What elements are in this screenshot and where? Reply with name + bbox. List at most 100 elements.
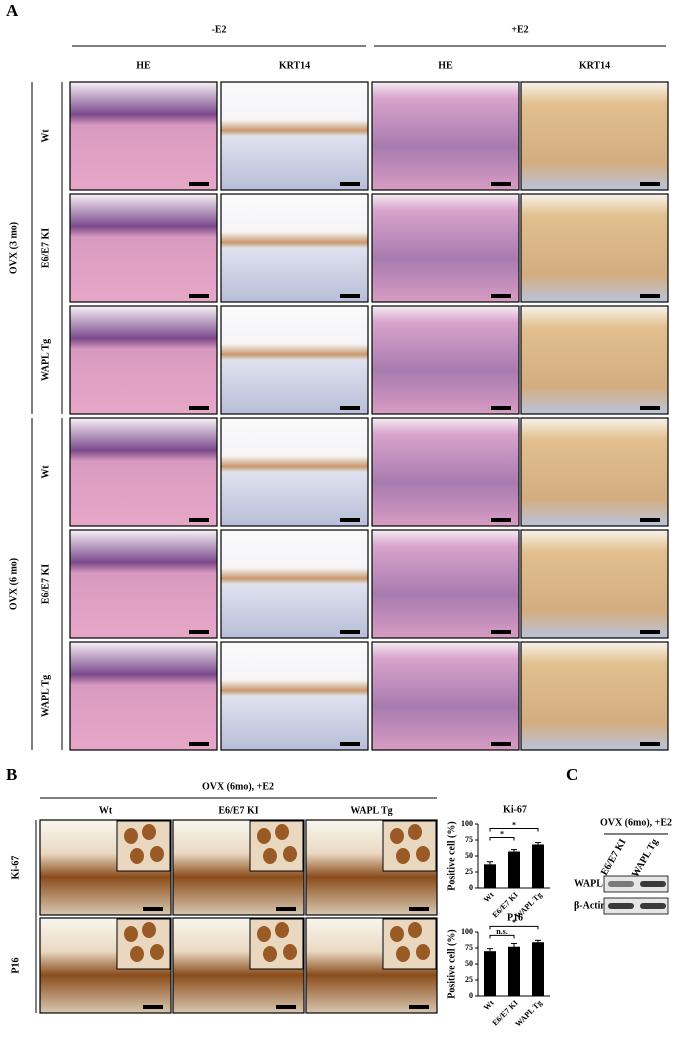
bar xyxy=(508,851,520,888)
micrograph xyxy=(520,529,669,639)
scale-bar xyxy=(189,518,209,522)
micrograph xyxy=(220,305,369,415)
column-label: KRT14 xyxy=(579,60,610,71)
y-tick-label: 25 xyxy=(465,867,473,876)
scale-bar xyxy=(189,742,209,746)
x-tick-label: Wt xyxy=(482,890,496,904)
bar xyxy=(508,946,520,996)
panel-label: C xyxy=(566,765,578,784)
nucleus xyxy=(396,848,410,864)
y-tick-label: 75 xyxy=(465,835,473,844)
scale-bar xyxy=(491,294,511,298)
micrograph xyxy=(220,641,369,751)
band xyxy=(608,903,634,909)
significance-bracket xyxy=(489,837,515,841)
significance-bracket xyxy=(489,934,515,939)
scale-bar xyxy=(491,518,511,522)
scale-bar xyxy=(189,406,209,410)
row-label: P16 xyxy=(10,957,21,973)
chart-title: Ki-67 xyxy=(503,804,527,815)
micrograph xyxy=(69,417,218,527)
scale-bar xyxy=(276,1005,296,1009)
micrograph xyxy=(371,529,520,639)
micrograph xyxy=(520,417,669,527)
blot-label: WAPL xyxy=(574,878,603,889)
scale-bar xyxy=(640,406,660,410)
y-tick-label: 100 xyxy=(461,819,473,828)
column-label: KRT14 xyxy=(279,60,310,71)
scale-bar xyxy=(491,630,511,634)
scale-bar xyxy=(276,907,296,911)
nucleus xyxy=(283,846,297,862)
row-label: Wt xyxy=(40,129,51,143)
micrograph xyxy=(371,417,520,527)
nucleus xyxy=(283,944,297,960)
y-tick-label: 100 xyxy=(461,927,473,936)
nucleus xyxy=(142,922,156,938)
micrograph xyxy=(69,193,218,303)
inset xyxy=(116,918,171,970)
y-tick-label: 50 xyxy=(465,851,473,860)
nucleus xyxy=(390,926,404,942)
significance-label: * xyxy=(512,918,516,927)
scale-bar xyxy=(189,630,209,634)
micrograph xyxy=(371,641,520,751)
scale-bar xyxy=(340,630,360,634)
x-tick-label: WAPL Tg xyxy=(513,998,543,1028)
band xyxy=(608,881,634,887)
scale-bar xyxy=(409,907,429,911)
row-label: Wt xyxy=(40,465,51,479)
row-label: WAPL Tg xyxy=(40,339,51,381)
micrograph xyxy=(69,529,218,639)
micrograph xyxy=(69,305,218,415)
scale-bar xyxy=(640,630,660,634)
y-axis-label: Positive cell (%) xyxy=(446,821,457,890)
significance-label: n.s. xyxy=(496,927,508,936)
scale-bar xyxy=(340,294,360,298)
scale-bar xyxy=(491,406,511,410)
band xyxy=(640,903,666,909)
nucleus xyxy=(142,824,156,840)
nucleus xyxy=(275,824,289,840)
bar xyxy=(484,864,496,888)
bar xyxy=(484,951,496,996)
lane-label: E6/E7 KI xyxy=(599,837,629,877)
micrograph xyxy=(520,193,669,303)
micrograph xyxy=(520,81,669,191)
scale-bar xyxy=(491,182,511,186)
scale-bar xyxy=(340,742,360,746)
panel-label: B xyxy=(6,765,17,784)
scale-bar xyxy=(189,294,209,298)
scale-bar xyxy=(409,1005,429,1009)
micrograph xyxy=(220,193,369,303)
y-tick-label: 75 xyxy=(465,943,473,952)
nucleus xyxy=(150,944,164,960)
micrograph xyxy=(220,417,369,527)
blot-membrane xyxy=(603,875,669,893)
nucleus xyxy=(275,922,289,938)
row-label: WAPL Tg xyxy=(40,675,51,717)
micrograph xyxy=(371,305,520,415)
panel-heading: OVX (6mo), +E2 xyxy=(202,781,274,792)
micrograph xyxy=(371,193,520,303)
panel-label: A xyxy=(6,1,19,20)
panel-heading: OVX (6mo), +E2 xyxy=(600,817,672,828)
column-label: E6/E7 KI xyxy=(218,805,258,816)
y-tick-label: 0 xyxy=(469,883,473,892)
nucleus xyxy=(408,922,422,938)
scale-bar xyxy=(640,742,660,746)
group-label: +E2 xyxy=(511,24,528,35)
y-tick-label: 25 xyxy=(465,975,473,984)
nucleus xyxy=(124,926,138,942)
scale-bar xyxy=(640,294,660,298)
blot-membrane xyxy=(603,897,669,915)
scale-bar xyxy=(491,742,511,746)
nucleus xyxy=(390,828,404,844)
y-tick-label: 0 xyxy=(469,991,473,1000)
lane-label: WAPL Tg xyxy=(630,837,661,879)
band xyxy=(640,881,666,887)
y-axis-label: Positive cell (%) xyxy=(446,929,457,998)
column-label: HE xyxy=(438,60,453,71)
